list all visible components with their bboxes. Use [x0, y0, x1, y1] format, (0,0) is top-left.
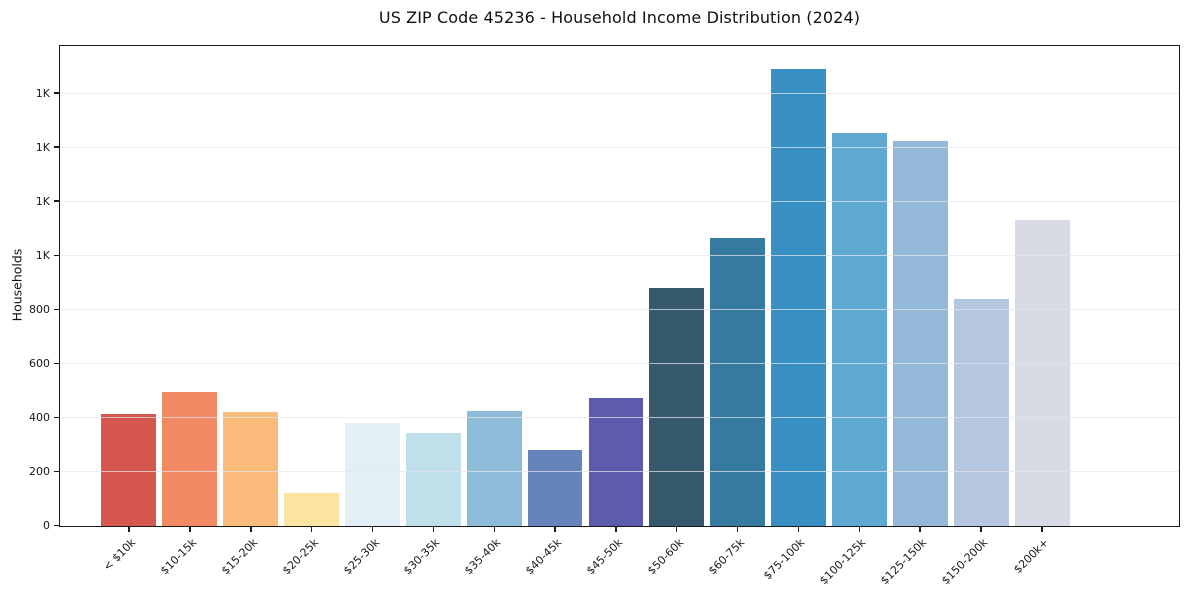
- bar: [344, 422, 400, 526]
- gridline: [60, 146, 1179, 148]
- x-tick-mark: [736, 527, 739, 532]
- bar: [222, 412, 278, 526]
- x-tick-mark: [189, 527, 191, 532]
- x-tick-mark: [310, 527, 313, 532]
- y-tick-label: 1K: [35, 248, 50, 262]
- y-tick-label: 200: [29, 464, 50, 478]
- bar: [161, 391, 217, 526]
- y-tick-mark: [54, 146, 59, 148]
- bar-slot-$60-75k: [707, 46, 768, 526]
- x-tick-mark: [128, 527, 130, 532]
- bar-slot-$150-200k: [951, 46, 1012, 526]
- gridline: [60, 92, 1179, 94]
- x-tick-mark: [919, 527, 921, 532]
- x-tick-mark: [493, 527, 495, 532]
- y-tick-label: 1K: [35, 140, 50, 154]
- x-tick-mark: [797, 527, 800, 532]
- y-tick-mark: [54, 254, 59, 256]
- bar: [527, 449, 583, 526]
- bar: [283, 493, 339, 526]
- gridline: [60, 362, 1179, 364]
- x-tick-mark: [371, 527, 374, 532]
- bar-slot-$30-35k: [403, 46, 464, 526]
- gridline: [60, 254, 1179, 256]
- bar-slot-$20-25k: [281, 46, 342, 526]
- bar: [771, 68, 827, 526]
- y-tick-mark: [54, 92, 59, 94]
- x-tick-mark: [554, 527, 556, 532]
- bar: [893, 141, 949, 526]
- gridline: [60, 470, 1179, 472]
- y-tick-label: 1K: [35, 86, 50, 100]
- bars-row: [98, 46, 1073, 526]
- bar: [649, 288, 705, 526]
- bar-slot-< $10k: [98, 46, 159, 526]
- bar-slot-$75-100k: [768, 46, 829, 526]
- x-tick-mark: [676, 527, 678, 532]
- x-tick-mark: [250, 527, 252, 532]
- bar: [101, 414, 156, 526]
- y-tick-mark: [54, 470, 59, 472]
- bar: [405, 432, 461, 526]
- x-tick-mark: [1041, 527, 1043, 532]
- x-tick-label: < $10k: [100, 536, 139, 574]
- x-tick-mark: [432, 527, 435, 532]
- bar: [1015, 219, 1070, 526]
- plot-area: [59, 45, 1180, 527]
- chart-title: US ZIP Code 45236 - Household Income Dis…: [378, 8, 861, 27]
- bar: [588, 397, 644, 526]
- bar-slot-$50-60k: [646, 46, 707, 526]
- x-tick-mark: [615, 527, 617, 532]
- x-tick-mark: [858, 527, 861, 532]
- gridline: [60, 416, 1179, 418]
- y-tick-label: 0: [43, 518, 50, 532]
- bar-slot-$100-125k: [829, 46, 890, 526]
- bar-slot-$25-30k: [342, 46, 403, 526]
- y-tick-mark: [54, 200, 59, 202]
- bar: [710, 238, 766, 526]
- bar-slot-$15-20k: [220, 46, 281, 526]
- bar-slot-$10-15k: [159, 46, 220, 526]
- y-tick-label: 800: [29, 302, 50, 316]
- bar-slot-$45-50k: [586, 46, 647, 526]
- x-tick-mark: [980, 527, 982, 532]
- gridline: [60, 308, 1179, 310]
- y-tick-mark: [54, 308, 59, 310]
- gridline: [60, 200, 1179, 202]
- bar-slot-$125-150k: [890, 46, 951, 526]
- bar: [954, 298, 1010, 526]
- y-tick-label: 600: [29, 356, 50, 370]
- y-tick-label: 400: [29, 410, 50, 424]
- y-tick-mark: [54, 416, 59, 418]
- y-tick-mark: [54, 362, 59, 364]
- y-tick-label: 1K: [35, 194, 50, 208]
- bar: [832, 133, 888, 526]
- bar: [466, 410, 522, 526]
- y-tick-mark: [54, 524, 59, 526]
- bar-slot-$35-40k: [464, 46, 525, 526]
- bar-slot-$40-45k: [525, 46, 586, 526]
- bar-slot-$200k+: [1012, 46, 1073, 526]
